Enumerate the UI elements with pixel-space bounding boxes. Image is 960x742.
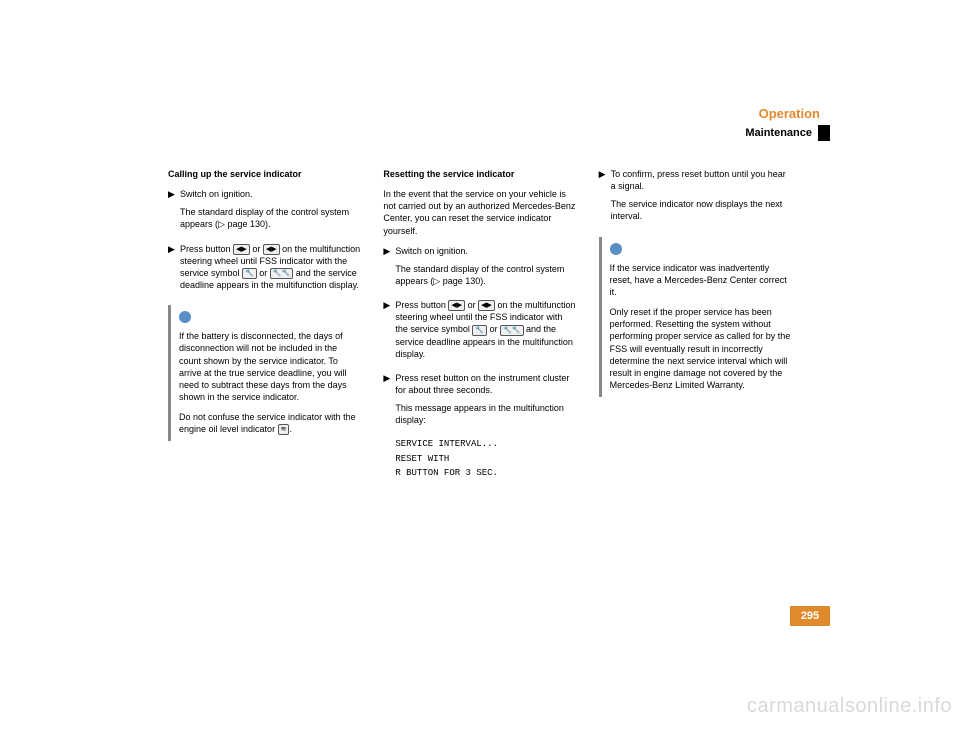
bullet-body: Switch on ignition. The standard display… xyxy=(395,245,576,293)
text: Switch on ignition. xyxy=(395,245,576,257)
bullet-icon: ▶ xyxy=(383,245,395,293)
bullet-icon: ▶ xyxy=(383,299,395,366)
bullet-body: Press button ◀▶ or ◀▶ on the multifuncti… xyxy=(395,299,576,366)
col1-bullet-1: ▶ Switch on ignition. The standard displ… xyxy=(168,188,361,236)
info-icon xyxy=(179,311,191,323)
bullet-body: Press button ◀▶ or ◀▶ on the multifuncti… xyxy=(180,243,361,298)
t: Press button xyxy=(180,244,233,254)
bullet-body: To confirm, press reset button until you… xyxy=(611,168,792,229)
wrench-icon: 🔧 xyxy=(472,325,487,336)
info-note: If the battery is disconnected, the days… xyxy=(168,305,361,441)
bullet-body: Switch on ignition. The standard display… xyxy=(180,188,361,236)
bullet-icon: ▶ xyxy=(599,168,611,229)
col2-bullet-3: ▶ Press reset button on the instrument c… xyxy=(383,372,576,433)
t: or xyxy=(257,268,270,278)
info-icon xyxy=(610,243,622,255)
text: Switch on ignition. xyxy=(180,188,361,200)
display-line: R BUTTON FOR 3 SEC. xyxy=(395,467,576,479)
text: If the battery is disconnected, the days… xyxy=(179,330,361,403)
bullet-body: Press reset button on the instrument clu… xyxy=(395,372,576,433)
t: or xyxy=(250,244,263,254)
bullet-icon: ▶ xyxy=(383,372,395,433)
header: Operation Maintenance xyxy=(624,106,830,141)
col2-heading: Resetting the service indicator xyxy=(383,168,576,180)
column-1: Calling up the service indicator ▶ Switc… xyxy=(168,168,361,481)
text: The service indicator now displays the n… xyxy=(611,198,792,222)
wrench-icon: 🔧🔧 xyxy=(270,268,293,279)
text: This message appears in the multifunctio… xyxy=(395,402,576,426)
body-columns: Calling up the service indicator ▶ Switc… xyxy=(168,168,792,481)
bullet-icon: ▶ xyxy=(168,243,180,298)
col1-heading: Calling up the service indicator xyxy=(168,168,361,180)
text: The standard display of the control syst… xyxy=(180,206,361,230)
header-tab xyxy=(818,125,830,141)
col3-bullet-1: ▶ To confirm, press reset button until y… xyxy=(599,168,792,229)
button-icon: ◀▶ xyxy=(233,244,250,255)
column-3: ▶ To confirm, press reset button until y… xyxy=(599,168,792,481)
button-icon: ◀▶ xyxy=(448,300,465,311)
t: Do not confuse the service indicator wit… xyxy=(179,412,356,434)
text: Press reset button on the instrument clu… xyxy=(395,372,576,396)
text: The standard display of the control syst… xyxy=(395,263,576,287)
column-2: Resetting the service indicator In the e… xyxy=(383,168,576,481)
text: Press button ◀▶ or ◀▶ on the multifuncti… xyxy=(180,243,361,292)
t: or xyxy=(487,324,500,334)
header-chapter: Operation xyxy=(624,106,830,121)
header-row: Maintenance xyxy=(624,125,830,141)
text: In the event that the service on your ve… xyxy=(383,188,576,237)
button-icon: ◀▶ xyxy=(478,300,495,311)
t: or xyxy=(465,300,478,310)
text: If the service indicator was inadvertent… xyxy=(610,262,792,298)
display-line: SERVICE INTERVAL... xyxy=(395,438,576,450)
wrench-icon: 🔧🔧 xyxy=(500,325,523,336)
col2-bullet-1: ▶ Switch on ignition. The standard displ… xyxy=(383,245,576,293)
t: . xyxy=(289,424,292,434)
text: Only reset if the proper service has bee… xyxy=(610,306,792,391)
col2-bullet-2: ▶ Press button ◀▶ or ◀▶ on the multifunc… xyxy=(383,299,576,366)
button-icon: ◀▶ xyxy=(263,244,280,255)
page-number: 295 xyxy=(790,606,830,626)
page: Operation Maintenance Calling up the ser… xyxy=(0,0,960,742)
display-line: RESET WITH xyxy=(395,453,576,465)
t: Press button xyxy=(395,300,448,310)
text: Do not confuse the service indicator wit… xyxy=(179,411,361,435)
col1-bullet-2: ▶ Press button ◀▶ or ◀▶ on the multifunc… xyxy=(168,243,361,298)
bullet-icon: ▶ xyxy=(168,188,180,236)
text: To confirm, press reset button until you… xyxy=(611,168,792,192)
wrench-icon: 🔧 xyxy=(242,268,257,279)
text: Press button ◀▶ or ◀▶ on the multifuncti… xyxy=(395,299,576,360)
info-note: If the service indicator was inadvertent… xyxy=(599,237,792,398)
header-section: Maintenance xyxy=(624,125,818,141)
oil-icon: ≋ xyxy=(278,424,290,435)
watermark: carmanualsonline.info xyxy=(747,695,952,718)
